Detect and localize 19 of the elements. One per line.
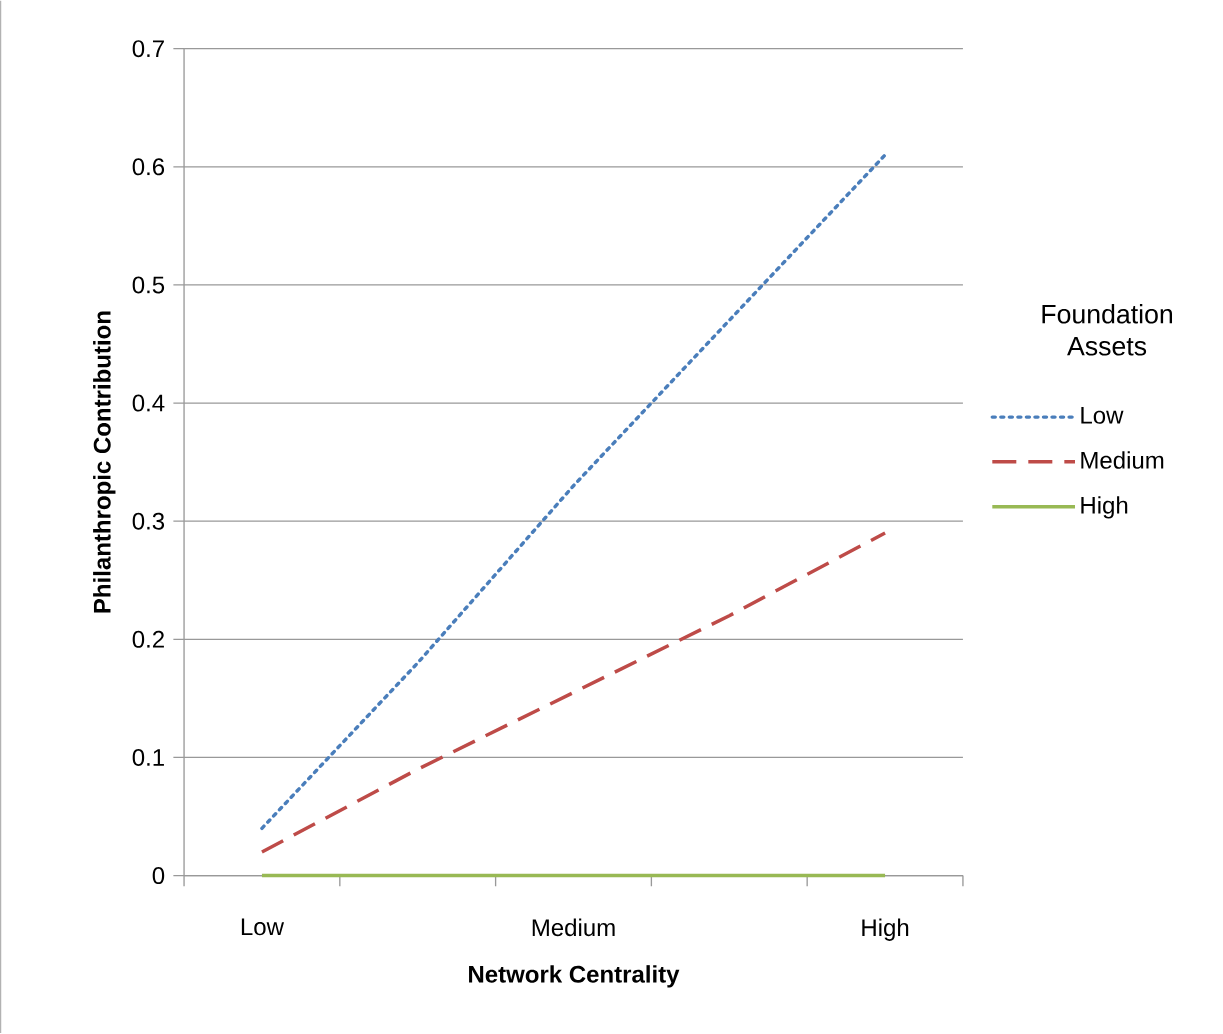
y-tick-label: 0.7 — [132, 40, 164, 58]
y-tick-label: 0.3 — [132, 512, 165, 530]
y-tick-label: 0.5 — [132, 276, 165, 294]
y-axis-title: Philanthropic Contribution — [93, 311, 116, 613]
line-series — [260, 153, 887, 831]
y-tick-label: 0.1 — [132, 749, 164, 767]
legend-label: High — [1081, 496, 1128, 519]
x-tick-label: High — [862, 918, 909, 942]
y-tick-label: 0.6 — [132, 158, 165, 176]
legend-label: Low — [1081, 407, 1124, 424]
line-series — [260, 531, 887, 854]
y-tick-label: 0.2 — [132, 630, 164, 648]
y-tick-label: 0 — [152, 867, 165, 885]
x-tick-label: Medium — [532, 918, 615, 937]
y-tick-label: 0.4 — [132, 394, 165, 412]
legend-title: Foundation Assets — [1042, 304, 1173, 356]
legend-label: Medium — [1081, 451, 1164, 469]
x-tick-label: Low — [241, 918, 285, 936]
x-axis-title: Network Centrality — [469, 965, 680, 988]
